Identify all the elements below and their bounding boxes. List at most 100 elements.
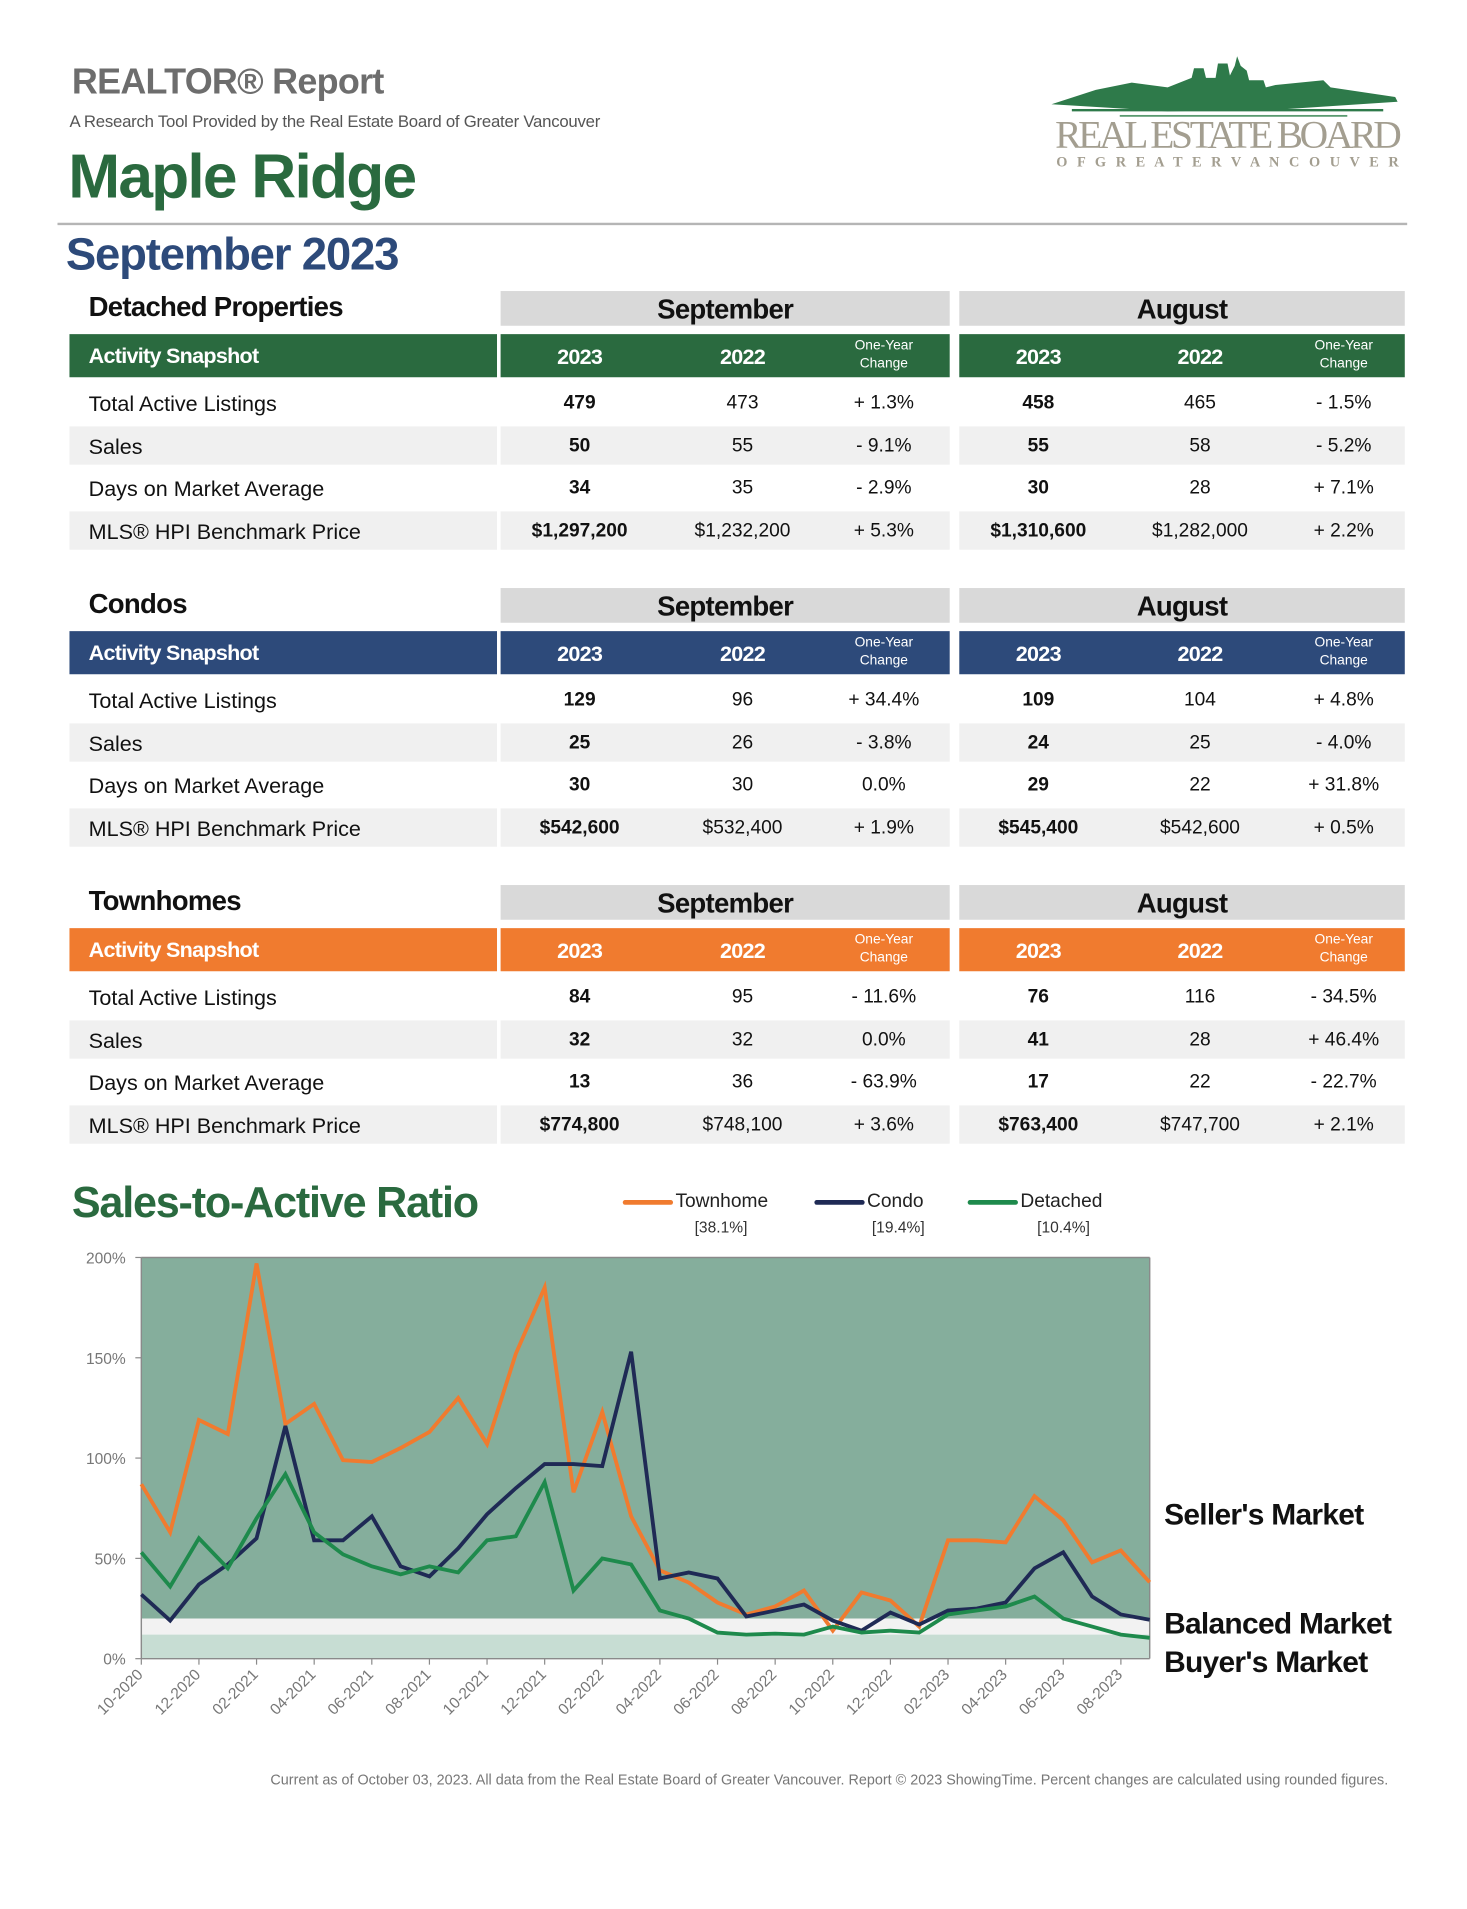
- value-prior: 465: [1183, 392, 1216, 414]
- header-divider: [57, 222, 1408, 226]
- change-header-line1: One-Year: [854, 338, 914, 354]
- value-prior: $1,232,200: [694, 520, 791, 541]
- snapshot-header: Activity Snapshot: [69, 928, 498, 972]
- year-header-group: [959, 631, 1405, 675]
- footer-note: Current as of October 03, 2023. All data…: [270, 1771, 1389, 1789]
- value-prior: $748,100: [702, 1114, 783, 1135]
- value-change: 0.0%: [861, 774, 906, 796]
- change-header: One-Year Change: [1284, 635, 1404, 671]
- value-prior: $532,400: [702, 817, 783, 838]
- y-tick-label: 150%: [86, 1351, 126, 1368]
- row-label: Days on Market Average: [88, 1070, 325, 1095]
- year-prior-header: 2022: [1177, 938, 1223, 963]
- value-change: - 63.9%: [850, 1071, 917, 1093]
- table-row: MLS® HPI Benchmark Price $1,297,200 $1,232…: [69, 510, 1405, 550]
- value-current: 34: [568, 477, 591, 499]
- value-change: - 11.6%: [851, 986, 917, 1008]
- x-tick-label: 10-2021: [440, 1666, 492, 1718]
- year-current-header: 2023: [1015, 344, 1062, 369]
- table-townhomes: Townhomes September August Activity Snapsho…: [69, 885, 1405, 1148]
- series-line-townhome: [139, 1263, 1152, 1634]
- band-buyer-s-market: [141, 1634, 1150, 1659]
- value-prior: 30: [731, 774, 754, 796]
- value-current: 24: [1027, 732, 1049, 753]
- x-tick-label: 12-2020: [152, 1666, 205, 1719]
- row-label: Sales: [88, 1028, 143, 1053]
- table-row: Sales 32 32 0.0% 41 28 + 46.4%: [69, 1019, 1405, 1059]
- row-label: Days on Market Average: [88, 476, 325, 501]
- year-header-group: [500, 631, 950, 675]
- value-current: 30: [568, 774, 591, 796]
- value-prior: 35: [731, 477, 754, 499]
- sellers-market-label: Seller's Market: [1164, 1498, 1364, 1532]
- period-title: September 2023: [65, 229, 400, 281]
- month-header-prior: August: [959, 885, 1405, 920]
- change-header-line1: One-Year: [854, 635, 914, 651]
- row-label: Days on Market Average: [88, 773, 325, 798]
- snapshot-header: Activity Snapshot: [69, 631, 498, 675]
- value-prior: 28: [1189, 1029, 1211, 1050]
- table-row: Days on Market Average 13 36 - 63.9% 17 22 - 2…: [69, 1062, 1404, 1100]
- change-header-line2: Change: [859, 653, 908, 669]
- table-row: Sales 25 26 - 3.8% 24 25 - 4.0%: [69, 722, 1405, 762]
- table-row: Days on Market Average 34 35 - 2.9% 30 28 + 7.…: [69, 468, 1404, 506]
- table-row: Days on Market Average 30 30 0.0% 29 22 + 31.8…: [69, 765, 1404, 803]
- value-change: + 2.1%: [1313, 1114, 1374, 1135]
- year-prior-header: 2022: [719, 344, 766, 369]
- x-tick-label: 10-2022: [786, 1666, 838, 1718]
- legend-label: Townhome: [675, 1191, 769, 1212]
- value-current: $1,297,200: [531, 520, 628, 541]
- change-header: One-Year Change: [1284, 932, 1404, 968]
- value-prior: 58: [1189, 435, 1211, 456]
- change-header-line2: Change: [1319, 356, 1368, 372]
- section-title: Townhomes: [88, 885, 242, 917]
- legend-swatch: [622, 1199, 674, 1205]
- year-current-header: 2023: [1015, 938, 1062, 963]
- value-current: 479: [563, 392, 596, 414]
- value-current: 13: [568, 1071, 591, 1093]
- change-header: One-Year Change: [1284, 338, 1404, 374]
- value-change: + 31.8%: [1308, 774, 1380, 796]
- sales-to-active-chart: 0%50%100%150%200%10-2020 12-2020 02-2021 04…: [86, 1250, 1152, 1719]
- x-tick-label: 02-2022: [555, 1666, 607, 1718]
- table-row: MLS® HPI Benchmark Price $774,800 $748,100…: [69, 1104, 1405, 1144]
- snapshot-label: Activity Snapshot: [88, 937, 260, 962]
- legend-swatch: [814, 1199, 865, 1205]
- x-tick-label: 04-2023: [958, 1666, 1010, 1718]
- x-tick-label: 06-2023: [1016, 1666, 1068, 1718]
- value-current: $1,310,600: [990, 520, 1087, 541]
- row-label: MLS® HPI Benchmark Price: [88, 816, 361, 841]
- x-tick-label: 06-2021: [325, 1666, 377, 1718]
- change-header: One-Year Change: [824, 932, 944, 968]
- year-prior-header: 2022: [1177, 344, 1223, 369]
- row-label: Total Active Listings: [88, 688, 277, 713]
- x-tick-label: 12-2022: [843, 1666, 895, 1718]
- change-header-line2: Change: [859, 356, 908, 372]
- year-current-header: 2023: [557, 344, 603, 369]
- value-current: $545,400: [998, 817, 1079, 838]
- table-row: Total Active Listings 129 96 + 34.4% 109 104 +…: [69, 680, 1404, 718]
- value-change: + 1.9%: [853, 817, 914, 838]
- change-header: One-Year Change: [824, 635, 944, 671]
- y-tick-label: 0%: [103, 1652, 126, 1669]
- x-tick-label: 08-2021: [382, 1666, 434, 1718]
- x-tick-label: 06-2022: [670, 1666, 722, 1718]
- value-prior: $747,700: [1160, 1114, 1240, 1135]
- legend-swatch: [967, 1199, 1018, 1205]
- value-change: + 46.4%: [1308, 1029, 1380, 1050]
- value-current: 41: [1027, 1029, 1049, 1050]
- buyers-market-label: Buyer's Market: [1164, 1645, 1368, 1680]
- legend-item-condo: Condo [19.4%]: [814, 1192, 925, 1236]
- value-current: 25: [568, 732, 591, 753]
- table-row: Sales 50 55 - 9.1% 55 58 - 5.2%: [69, 425, 1405, 465]
- snapshot-label: Activity Snapshot: [88, 343, 260, 368]
- value-change: - 4.0%: [1316, 732, 1372, 753]
- value-prior: 22: [1189, 1071, 1211, 1093]
- value-change: - 22.7%: [1310, 1071, 1377, 1093]
- table-row: Total Active Listings 479 473 + 1.3% 458 465 -…: [69, 383, 1404, 421]
- real-estate-board-logo: REAL ESTATE BOARD O F G R E A T E R V A …: [1051, 56, 1402, 170]
- section-title: Detached Properties: [88, 291, 344, 323]
- legend-item-detached: Detached [10.4%]: [967, 1192, 1102, 1236]
- value-prior: 28: [1189, 477, 1211, 499]
- year-header-group: [959, 928, 1405, 972]
